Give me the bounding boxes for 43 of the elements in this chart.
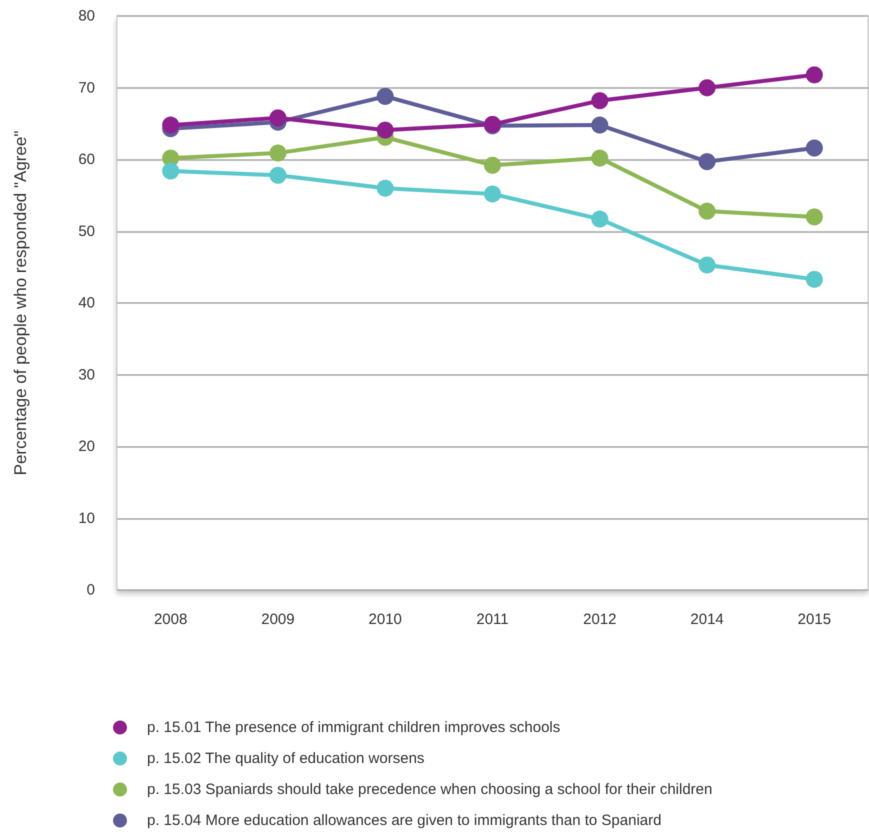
x-tick-label: 2009 [261,611,295,628]
y-tick-label: 40 [78,294,95,312]
point [806,208,823,226]
point [591,92,608,110]
point [376,180,394,197]
point [484,185,501,202]
x-tick-label: 2008 [154,611,188,628]
point [376,122,394,139]
point [591,116,608,134]
legend-label: p. 15.04 More education allowances are given to immigrants than to Spaniard [147,812,662,829]
point [698,202,716,220]
point [269,144,286,162]
x-tick-label: 2011 [476,611,509,628]
point [806,140,823,157]
y-tick-label: 0 [86,582,95,598]
point [484,156,501,174]
y-tick-label: 60 [78,151,95,168]
legend-label: p. 15.02 The quality of education worsens [147,750,424,767]
y-tick-label: 50 [78,222,95,240]
point [698,79,716,96]
x-tick-label: 2012 [583,611,616,628]
point [269,166,286,184]
point [698,153,716,170]
y-tick-label: 20 [78,438,95,455]
x-tick-label: 2014 [690,611,724,628]
y-tick-label: 70 [78,79,95,96]
point [806,66,823,84]
point [698,256,716,274]
point [591,210,608,228]
x-tick-label: 2015 [798,611,832,628]
legend-label: p. 15.01 The presence of immigrant children improves schools [147,719,560,736]
y-tick-label: 80 [78,8,95,24]
y-axis-title: Percentage of people who responded "Agree" [11,130,30,476]
x-tick-label: 2010 [368,611,402,628]
point [376,88,394,105]
point [591,150,608,167]
legend-label: p. 15.03 Spaniards should take precedence when choosing a school for their children [147,781,712,798]
point [806,270,823,288]
y-tick-label: 30 [78,366,95,384]
y-tick-label: 10 [78,510,95,527]
point [162,162,180,180]
point [162,116,180,134]
point [269,109,286,126]
